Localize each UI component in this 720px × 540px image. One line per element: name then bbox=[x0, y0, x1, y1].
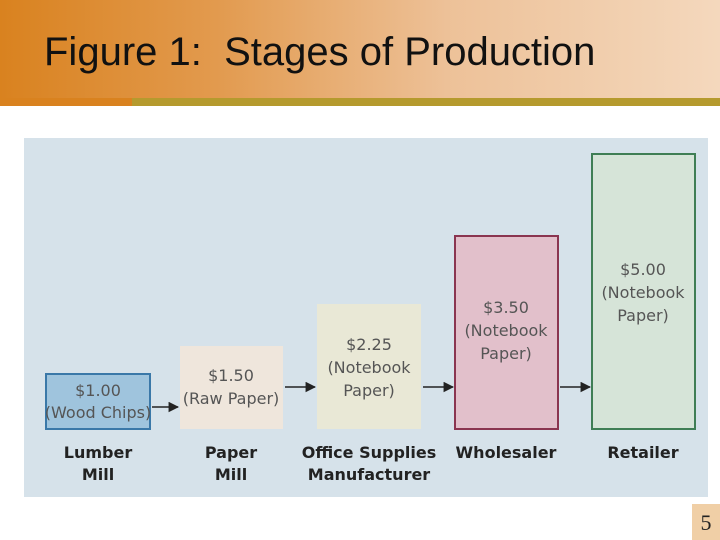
page-number: 5 bbox=[700, 510, 712, 535]
lumber-mill-label-2: Mill bbox=[82, 465, 114, 484]
lumber-mill-box bbox=[45, 373, 151, 430]
page-number-box: 5 bbox=[692, 504, 720, 540]
paper-mill-product: (Raw Paper) bbox=[183, 389, 280, 408]
paper-mill-label: Paper bbox=[205, 443, 257, 462]
wholesaler-product: (Notebook bbox=[464, 321, 548, 340]
lumber-mill-price: $1.00 bbox=[75, 381, 121, 400]
office-supplies-label: Office Supplies bbox=[302, 443, 437, 462]
lumber-mill-label: Lumber bbox=[64, 443, 133, 462]
header-stripe-right bbox=[132, 98, 720, 106]
retailer-price: $5.00 bbox=[620, 260, 666, 279]
header-stripe-left bbox=[0, 98, 132, 106]
office-supplies-price: $2.25 bbox=[346, 335, 392, 354]
office-supplies-product: (Notebook bbox=[327, 358, 411, 377]
diagram-panel: $1.00 (Wood Chips) $1.50 (Raw Paper) $2.… bbox=[24, 138, 708, 497]
office-supplies-label-2: Manufacturer bbox=[308, 465, 431, 484]
wholesaler-product-2: Paper) bbox=[480, 344, 532, 363]
retailer-product-2: Paper) bbox=[617, 306, 669, 325]
stages-diagram: $1.00 (Wood Chips) $1.50 (Raw Paper) $2.… bbox=[45, 153, 696, 484]
office-supplies-product-2: Paper) bbox=[343, 381, 395, 400]
office-supplies-box bbox=[317, 304, 421, 429]
retailer-product: (Notebook bbox=[601, 283, 685, 302]
paper-mill-box bbox=[180, 346, 283, 429]
title-bar: Figure 1: Stages of Production bbox=[0, 0, 720, 106]
paper-mill-label-2: Mill bbox=[215, 465, 247, 484]
wholesaler-price: $3.50 bbox=[483, 298, 529, 317]
lumber-mill-product: (Wood Chips) bbox=[45, 403, 151, 422]
paper-mill-price: $1.50 bbox=[208, 366, 254, 385]
retailer-label: Retailer bbox=[607, 443, 678, 462]
wholesaler-label: Wholesaler bbox=[456, 443, 557, 462]
retailer-box bbox=[591, 153, 696, 430]
wholesaler-box bbox=[454, 235, 559, 430]
slide-title: Figure 1: Stages of Production bbox=[44, 30, 596, 74]
